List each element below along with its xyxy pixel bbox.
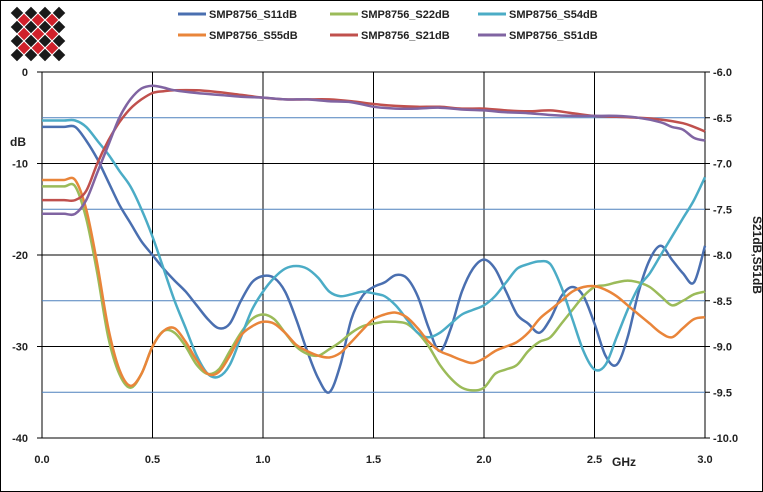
y-tick-label: -10 [12,159,28,171]
series-line-smp8756-s55db [42,176,706,388]
y-tick-label: -30 [12,342,28,354]
legend: SMP8756_S11dB SMP8756_S22dB SMP8756_S54dB S… [178,9,598,42]
legend-entry: SMP8756_S51dB [509,30,598,42]
y2-tick-label: -10.0 [713,433,738,445]
legend-entry: SMP8756_S21dB [361,30,450,42]
x-tick-label: 2.5 [587,454,602,466]
y2-tick-label: -7.0 [713,159,732,171]
y2-axis-label: S21dB,S51dB [750,216,763,294]
y2-tick-label: -8.0 [713,250,732,262]
series-line-smp8756-s51db [41,84,706,217]
logo-cell [23,47,39,63]
y2-tick-label: -6.5 [713,113,732,125]
legend-entry: SMP8756_S54dB [509,9,598,21]
x-tick-label: 1.0 [255,454,270,466]
tick-labels: 0.0 0.5 1.0 1.5 2.0 2.5 3.0 0 -10 -20 -30 -40 -6.0 -6… [12,67,738,466]
y-axis-label: dB [10,135,26,149]
x-tick-label: 0.0 [34,454,49,466]
legend-entry: SMP8756_S22dB [361,9,450,21]
plot-area [41,71,706,439]
x-tick-label: 2.0 [476,454,491,466]
x-tick-label: 0.5 [145,454,160,466]
x-tick-label: 3.0 [697,454,712,466]
series-layer [41,84,707,394]
y2-tick-label: -8.5 [713,296,732,308]
series-line-smp8756-s54db [42,118,707,379]
y2-tick-label: -9.0 [713,342,732,354]
y2-tick-label: -7.5 [713,204,732,216]
y-tick-label: -20 [12,250,28,262]
logo-cell [37,47,53,63]
diamond-checker-logo [9,5,67,63]
x-axis-label: GHz [612,455,636,469]
y2-tick-label: -9.5 [713,387,732,399]
x-tick-label: 1.5 [366,454,381,466]
legend-entry: SMP8756_S11dB [209,9,297,21]
y-tick-label: 0 [22,67,28,79]
y2-tick-label: -6.0 [713,67,732,79]
series-line-smp8756-s11db [41,124,707,394]
logo-cell [9,47,25,63]
y-tick-label: -40 [12,433,28,445]
legend-entry: SMP8756_S55dB [209,30,298,42]
logo-cell [51,47,67,63]
